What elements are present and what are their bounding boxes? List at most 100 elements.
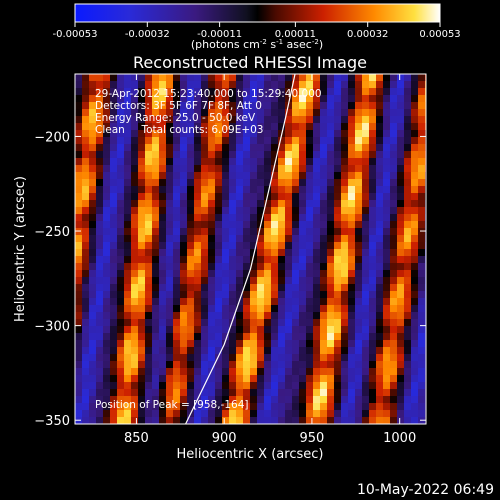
heatmap-cell	[299, 172, 307, 180]
heatmap-cell	[271, 214, 279, 222]
heatmap-cell	[194, 312, 202, 320]
heatmap-cell	[215, 242, 223, 250]
heatmap-cell	[376, 151, 384, 159]
heatmap-cell	[159, 186, 167, 194]
heatmap-cell	[180, 221, 188, 229]
heatmap-cell	[159, 158, 167, 166]
heatmap-cell	[75, 193, 83, 201]
heatmap-cell	[201, 95, 209, 103]
heatmap-cell	[264, 144, 272, 152]
heatmap-cell	[229, 95, 237, 103]
heatmap-cell	[96, 375, 104, 383]
heatmap-cell	[341, 221, 349, 229]
heatmap-cell	[103, 144, 111, 152]
heatmap-cell	[250, 298, 258, 306]
heatmap-cell	[152, 165, 160, 173]
heatmap-cell	[278, 116, 286, 124]
heatmap-cell	[215, 186, 223, 194]
heatmap-cell	[397, 102, 405, 110]
heatmap-cell	[341, 270, 349, 278]
heatmap-cell	[208, 340, 216, 348]
heatmap-cell	[208, 151, 216, 159]
heatmap-cell	[348, 179, 356, 187]
heatmap-cell	[299, 382, 307, 390]
heatmap-cell	[166, 389, 174, 397]
heatmap-cell	[89, 95, 97, 103]
heatmap-cell	[306, 221, 314, 229]
heatmap-cell	[299, 123, 307, 131]
heatmap-cell	[159, 172, 167, 180]
heatmap-cell	[124, 81, 132, 89]
heatmap-cell	[355, 81, 363, 89]
heatmap-cell	[194, 235, 202, 243]
heatmap-cell	[138, 81, 146, 89]
heatmap-cell	[362, 242, 370, 250]
peak-position-label: Position of Peak = [958,-164]	[95, 399, 249, 411]
heatmap-cell	[117, 319, 125, 327]
heatmap-cell	[145, 319, 153, 327]
heatmap-cell	[152, 130, 160, 138]
heatmap-cell	[89, 347, 97, 355]
heatmap-cell	[257, 179, 265, 187]
heatmap-cell	[166, 144, 174, 152]
heatmap-cell	[180, 228, 188, 236]
heatmap-cell	[124, 256, 132, 264]
heatmap-cell	[208, 361, 216, 369]
heatmap-cell	[250, 207, 258, 215]
heatmap-cell	[173, 375, 181, 383]
heatmap-cell	[376, 74, 384, 82]
heatmap-cell	[75, 417, 83, 424]
heatmap-cell	[271, 228, 279, 236]
heatmap-cell	[264, 333, 272, 341]
heatmap-cell	[418, 284, 426, 292]
heatmap-cell	[82, 347, 90, 355]
heatmap-cell	[257, 340, 265, 348]
heatmap-cell	[278, 179, 286, 187]
heatmap-cell	[404, 81, 412, 89]
heatmap-cell	[222, 270, 230, 278]
heatmap-cell	[173, 242, 181, 250]
heatmap-cell	[271, 116, 279, 124]
heatmap-cell	[376, 228, 384, 236]
heatmap-cell	[355, 326, 363, 334]
heatmap-cell	[131, 242, 139, 250]
heatmap-cell	[341, 109, 349, 117]
heatmap-cell	[103, 382, 111, 390]
heatmap-cell	[355, 151, 363, 159]
heatmap-cell	[194, 410, 202, 418]
heatmap-cell	[96, 326, 104, 334]
heatmap-cell	[355, 235, 363, 243]
heatmap-cell	[313, 109, 321, 117]
heatmap-cell	[264, 151, 272, 159]
heatmap-cell	[383, 347, 391, 355]
heatmap-cell	[313, 270, 321, 278]
heatmap-cell	[96, 235, 104, 243]
heatmap-cell	[285, 95, 293, 103]
heatmap-cell	[257, 130, 265, 138]
heatmap-cell	[264, 368, 272, 376]
heatmap-cell	[103, 333, 111, 341]
heatmap-cell	[166, 410, 174, 418]
heatmap-cell	[376, 179, 384, 187]
heatmap-cell	[173, 109, 181, 117]
heatmap-cell	[271, 81, 279, 89]
annotation-time-range: 29-Apr-2012 15:23:40.000 to 15:29:40.000	[95, 88, 322, 100]
heatmap-cell	[327, 354, 335, 362]
heatmap-cell	[82, 249, 90, 257]
heatmap-cell	[355, 312, 363, 320]
heatmap-cell	[131, 207, 139, 215]
heatmap-cell	[187, 417, 195, 424]
heatmap-cell	[285, 228, 293, 236]
colorbar-tick-labels: -0.00053 -0.00032 -0.00011 0.00011 0.00032 0.…	[53, 29, 461, 40]
heatmap-cell	[334, 277, 342, 285]
heatmap-cell	[362, 81, 370, 89]
heatmap-cell	[138, 249, 146, 257]
heatmap-cell	[187, 109, 195, 117]
heatmap-cell	[222, 109, 230, 117]
heatmap-cell	[320, 74, 328, 82]
heatmap-cell	[348, 116, 356, 124]
heatmap-cell	[159, 347, 167, 355]
heatmap-cell	[292, 375, 300, 383]
heatmap-cell	[173, 249, 181, 257]
heatmap-cell	[222, 123, 230, 131]
